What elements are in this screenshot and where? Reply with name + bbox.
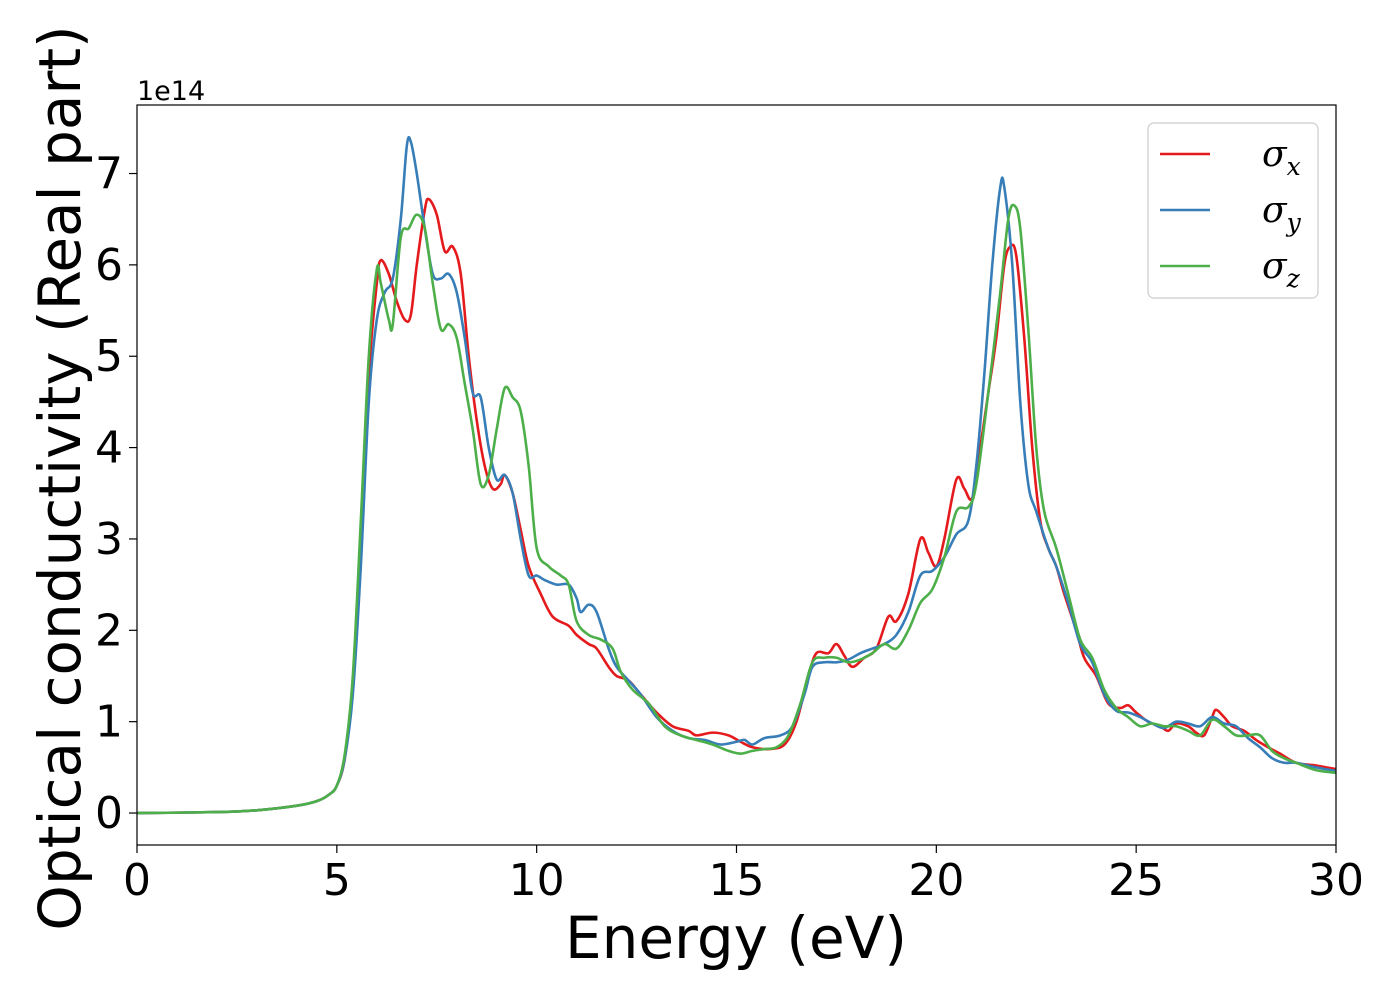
y-tick-label: 2 bbox=[95, 605, 123, 656]
x-tick-label: 0 bbox=[123, 855, 151, 906]
series-line-z bbox=[137, 203, 1336, 815]
legend-box bbox=[1147, 122, 1319, 299]
series-line-y bbox=[137, 135, 1336, 815]
x-tick-label: 10 bbox=[509, 855, 565, 906]
y-multiplier-label: 1e14 bbox=[137, 76, 205, 107]
y-tick-label: 0 bbox=[95, 788, 123, 839]
y-tick-label: 6 bbox=[95, 240, 123, 291]
legend-label: σz bbox=[1262, 246, 1301, 293]
legend-label: σy bbox=[1262, 190, 1302, 237]
x-axis: 0 5 10 15 20 25 30 bbox=[123, 845, 1364, 906]
x-tick-label: 15 bbox=[709, 855, 765, 906]
y-tick-label: 1 bbox=[95, 697, 123, 748]
x-tick-label: 30 bbox=[1308, 855, 1364, 906]
y-tick-label: 7 bbox=[95, 149, 123, 200]
x-tick-label: 20 bbox=[908, 855, 964, 906]
plot-area bbox=[137, 135, 1336, 815]
legend-label: σx bbox=[1262, 134, 1301, 181]
y-tick-label: 5 bbox=[95, 331, 123, 382]
y-tick-label: 3 bbox=[95, 514, 123, 565]
x-tick-label: 5 bbox=[323, 855, 351, 906]
y-axis-label: Optical conductivity (Real part) bbox=[26, 25, 94, 930]
legend: σx σy σz bbox=[1147, 122, 1319, 299]
y-tick-label: 4 bbox=[95, 423, 123, 474]
x-tick-label: 25 bbox=[1108, 855, 1164, 906]
y-axis: 0 1 2 3 4 5 6 7 bbox=[95, 149, 137, 839]
x-axis-label: Energy (eV) bbox=[565, 904, 907, 972]
